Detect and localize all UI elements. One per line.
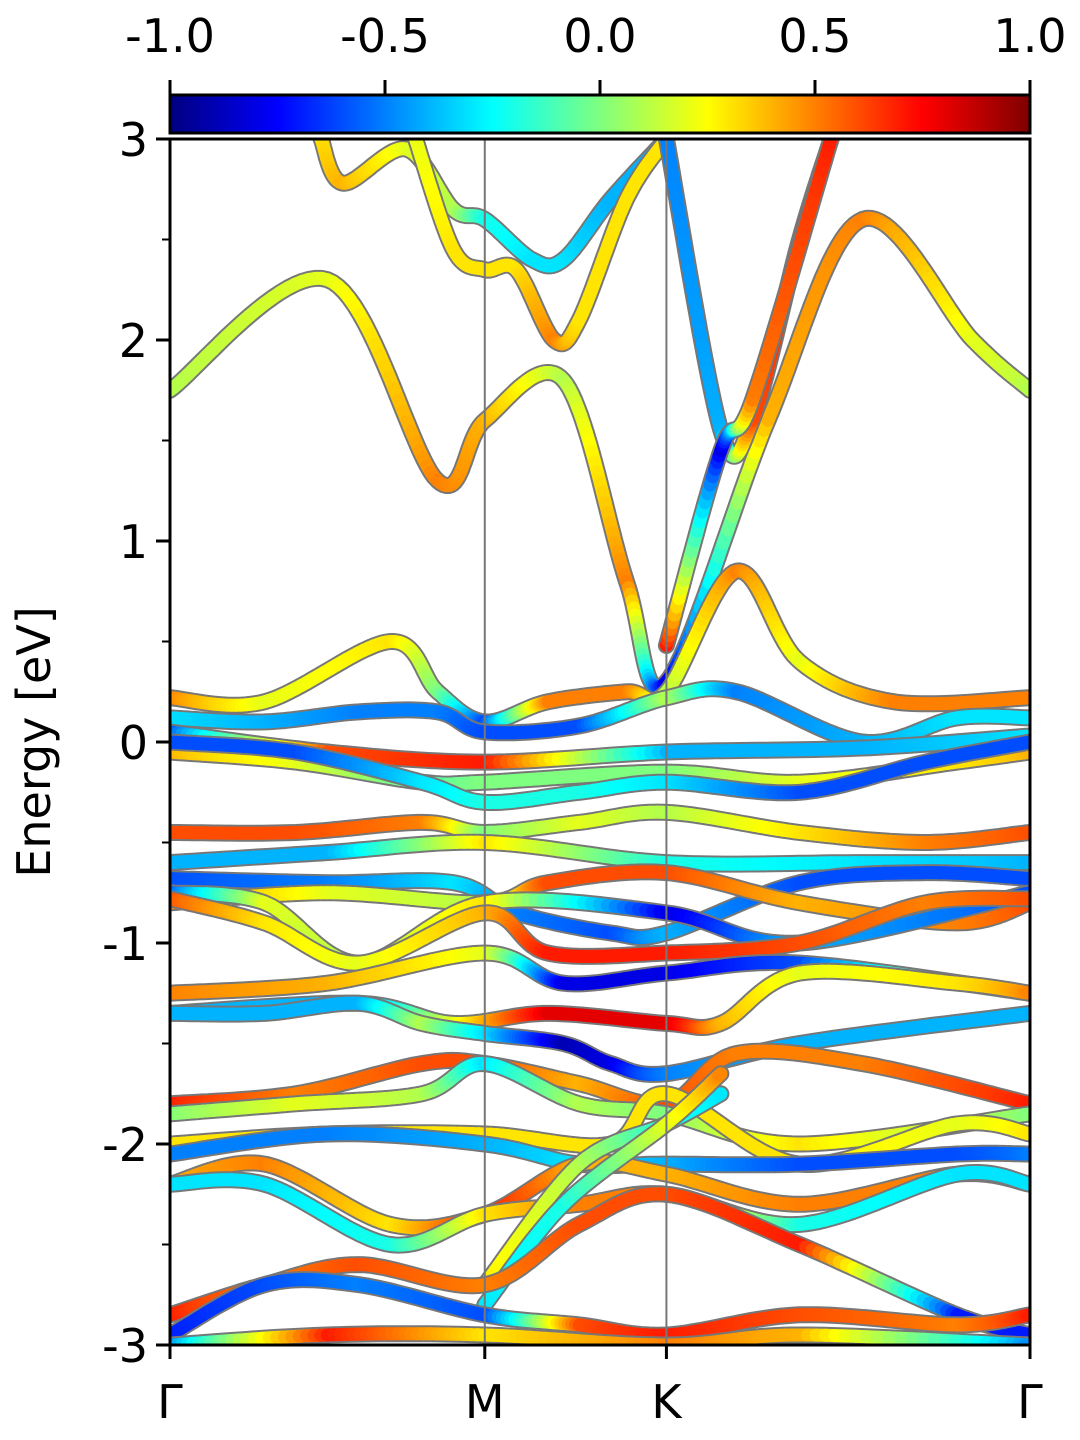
colorbar-tick-label: -1.0 xyxy=(125,9,215,63)
band-5 xyxy=(657,139,840,654)
band-11 xyxy=(170,803,1030,851)
band-segment xyxy=(713,1067,728,1082)
band-17 xyxy=(170,944,1030,1002)
band-12 xyxy=(170,833,1030,873)
band-7 xyxy=(170,680,1030,751)
band-16 xyxy=(170,889,1030,972)
colorbar-tick-label: 0.5 xyxy=(778,9,851,63)
band-30 xyxy=(170,1325,1030,1345)
colorbar-tick-label: 1.0 xyxy=(993,9,1066,63)
band-27 xyxy=(476,1065,730,1314)
band-segment xyxy=(713,1087,728,1101)
band-29 xyxy=(170,1271,1030,1344)
colorbar: -1.0 -0.5 0.0 0.5 1.0 xyxy=(125,9,1067,135)
colorbar-gradient xyxy=(168,93,1032,135)
band-6 xyxy=(170,562,1030,731)
colorbar-tick-label: -0.5 xyxy=(340,9,430,63)
band-13 xyxy=(170,864,1030,946)
band-10 xyxy=(170,733,1030,811)
band-lines xyxy=(170,139,1030,1345)
band-3 xyxy=(407,139,675,353)
colorbar-tick-label: 0.0 xyxy=(563,9,636,63)
